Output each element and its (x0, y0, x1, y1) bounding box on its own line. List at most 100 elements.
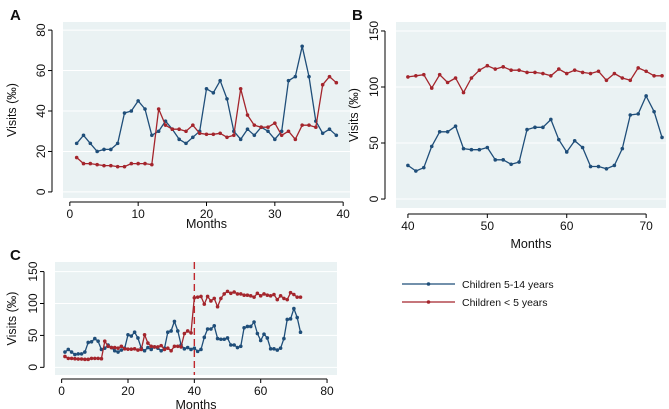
panel-b-data-point-under5 (549, 73, 553, 78)
panel-b-data-point-5-14 (406, 163, 410, 168)
panel-c-data-point-5-14 (119, 348, 124, 352)
panel-b-y-tick-label: 50 (367, 136, 381, 150)
panel-c-data-point-under5 (119, 344, 124, 349)
panel-c-data-point-under5 (122, 347, 127, 351)
panel-c-data-point-5-14 (126, 332, 130, 337)
panel-c-data-point-under5 (86, 357, 90, 362)
legend-marker-5-14 (426, 282, 431, 286)
panel-c-data-point-5-14 (262, 332, 266, 336)
legend-marker-under5 (426, 300, 431, 304)
panel-b-data-point-under5 (660, 73, 664, 78)
panel-c-data-point-5-14 (69, 350, 74, 354)
panel-c-data-point-under5 (175, 344, 180, 349)
panel-c-data-point-under5 (222, 292, 226, 296)
panel-a-data-point-5-14 (245, 127, 250, 132)
panel-c-data-point-5-14 (238, 344, 243, 349)
legend: Children 5-14 years Children < 5 years (402, 279, 554, 309)
panel-a-data-point-under5 (245, 113, 250, 117)
panel-a-data-point-under5 (300, 123, 304, 127)
panel-c-data-point-under5 (129, 347, 134, 351)
panel-c-data-point-5-14 (202, 335, 207, 340)
panel-c-data-point-5-14 (285, 317, 290, 322)
panel-c-y-tick-label: 100 (26, 293, 40, 313)
panel-c-data-point-5-14 (245, 324, 250, 329)
panel-c-data-point-under5 (225, 289, 230, 294)
panel-letter-c: C (10, 247, 21, 264)
panel-c-data-point-5-14 (93, 336, 97, 341)
panel-b-data-point-under5 (421, 72, 426, 77)
panel-c-data-point-5-14 (189, 347, 193, 352)
panel-a-data-point-under5 (314, 125, 318, 129)
panel-c-data-point-under5 (76, 357, 81, 361)
panel-c-data-point-5-14 (132, 330, 137, 335)
panel-b-data-point-5-14 (493, 158, 498, 162)
panel-a-data-point-under5 (238, 86, 243, 91)
panel-b-data-point-under5 (485, 63, 490, 68)
panel-a-data-point-under5 (102, 163, 106, 168)
panel-a-x-tick-label: 10 (131, 207, 145, 221)
panel-a-data-point-under5 (204, 132, 209, 137)
panel-a-data-point-under5 (81, 161, 86, 166)
panel-b-data-point-5-14 (588, 164, 593, 169)
panel-c-data-point-under5 (245, 293, 250, 297)
panel-a-data-point-under5 (327, 74, 332, 79)
panel-a-data-point-5-14 (334, 133, 339, 138)
panel-c-data-point-under5 (209, 299, 213, 303)
panel-a-data-point-under5 (266, 125, 270, 129)
panel-c-data-point-under5 (282, 296, 286, 301)
panel-c-data-point-5-14 (268, 347, 273, 351)
panel-c-data-point-under5 (275, 297, 280, 302)
panel-c-data-point-under5 (126, 347, 130, 351)
panel-b-data-point-under5 (612, 71, 617, 76)
panel-a-data-point-5-14 (218, 78, 222, 83)
panel-b-data-point-under5 (580, 70, 585, 75)
panel-a-data-point-under5 (74, 155, 79, 160)
panel-b-plot-area (396, 22, 666, 208)
panel-c-data-point-5-14 (112, 348, 117, 353)
panel-c-data-point-5-14 (229, 343, 233, 347)
panel-c-data-point-5-14 (136, 336, 140, 340)
panel-b-x-tick-label: 50 (481, 219, 495, 233)
panel-c-data-point-under5 (66, 356, 71, 361)
panel-c-data-point-under5 (285, 297, 290, 302)
panel-b-data-point-5-14 (564, 150, 569, 154)
panel-a-data-point-5-14 (238, 137, 243, 142)
panel-c-data-point-5-14 (149, 347, 154, 352)
panel-b-data-point-under5 (469, 76, 474, 80)
panel-a-data-point-5-14 (204, 86, 209, 91)
panel-b-data-point-under5 (517, 68, 521, 72)
panel-b-data-point-5-14 (660, 135, 664, 140)
panel-c-data-point-under5 (172, 344, 177, 349)
panel-a-data-point-5-14 (252, 133, 257, 138)
panel-a-data-point-under5 (286, 129, 291, 134)
panel-c-data-point-under5 (169, 348, 173, 353)
panel-a-data-point-5-14 (74, 141, 79, 146)
panel-c-y-axis-title: Visits (‰) (5, 292, 19, 346)
panel-c-data-point-under5 (292, 292, 296, 297)
panel-a-data-point-under5 (252, 123, 257, 127)
panel-c-data-point-under5 (63, 354, 67, 359)
panel-c-data-point-5-14 (185, 345, 190, 350)
panel-c-data-point-5-14 (89, 340, 94, 344)
panel-c-data-point-under5 (255, 291, 260, 296)
panel-c-data-point-5-14 (235, 345, 240, 350)
panel-a-data-point-under5 (320, 82, 325, 87)
panel-b-data-point-5-14 (636, 112, 641, 116)
panel-a-y-tick-label: 60 (34, 64, 48, 78)
panel-c-data-point-5-14 (205, 327, 210, 331)
panel-c-data-point-under5 (238, 292, 243, 296)
legend-label-5-14: Children 5-14 years (462, 279, 554, 291)
panel-a-data-point-5-14 (320, 131, 325, 136)
panel-a-data-point-5-14 (300, 44, 304, 49)
panel-c-data-point-under5 (202, 302, 207, 306)
panel-a-y-tick-label: 80 (34, 23, 48, 37)
panel-a-data-point-under5 (334, 80, 339, 85)
panel-a-data-point-under5 (150, 162, 154, 167)
panel-c-data-point-5-14 (212, 324, 217, 328)
panel-c-data-point-under5 (272, 292, 276, 297)
panel-b-data-point-under5 (477, 68, 482, 72)
panel-a-plot-area (63, 22, 350, 198)
panel-a-data-point-under5 (163, 123, 168, 127)
panel-c-x-tick-label: 60 (254, 384, 268, 398)
panel-c-data-point-under5 (136, 348, 140, 352)
